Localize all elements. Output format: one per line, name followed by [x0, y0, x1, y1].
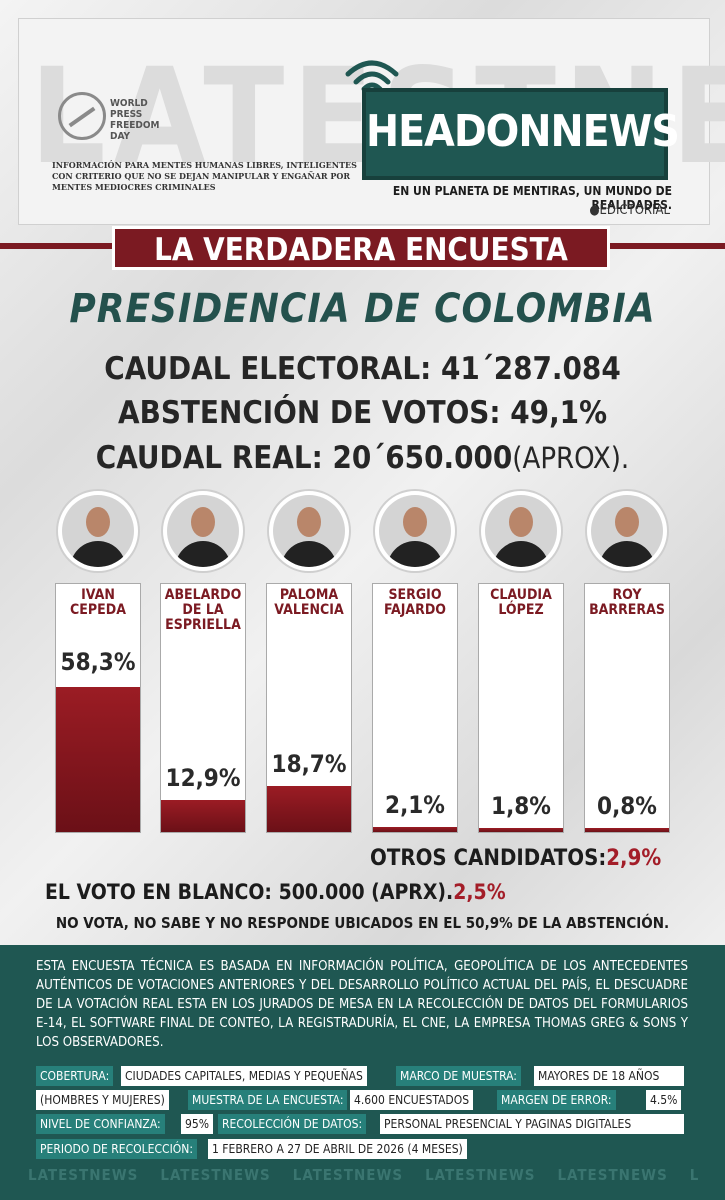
chart-value-label: 18,7% [271, 750, 347, 778]
chart-value-label: 2,1% [385, 791, 445, 819]
candidate-name-line: PALOMA [279, 587, 339, 603]
world-press-freedom-day-logo [58, 92, 106, 140]
edictorial-label: EDICTORIAL [599, 203, 670, 218]
chart-bar [585, 828, 669, 832]
chart-bar [161, 800, 245, 832]
methodology-paragraph: ESTA ENCUESTA TÉCNICA ES BASADA EN INFOR… [36, 959, 688, 1050]
candidate-name-line: LÓPEZ [498, 602, 544, 618]
candidate-photo [58, 491, 138, 571]
candidate-photo [587, 491, 667, 571]
candidate-column: SERGIO FAJARDO 2,1% [372, 583, 458, 833]
footer-watermark-band: LATESTNEWS LATESTNEWS LATESTNEWS LATESTNEWS… [28, 1166, 698, 1190]
candidate-name-line: SERGIO [388, 587, 442, 603]
candidate-column: PALOMA VALENCIA 18,7% [266, 583, 352, 833]
header-tagline: INFORMACIÓN PARA MENTES HUMANAS LIBRES, … [52, 160, 357, 192]
periodo-value: 1 FEBRERO A 27 DE ABRIL DE 2026 (4 MESES… [208, 1139, 467, 1159]
candidate-column: CLAUDIA LÓPEZ 1,8% [478, 583, 564, 833]
candidate-name: SERGIO FAJARDO [373, 588, 457, 618]
candidate-name: ABELARDO DE LA ESPRIELLA [161, 588, 245, 633]
stat-caudal-electoral: CAUDAL ELECTORAL: 41´287.084 [104, 351, 621, 387]
candidate-name: PALOMA VALENCIA [267, 588, 351, 618]
wpfd-line: PRESS [110, 109, 143, 120]
stat-caudal-real-value: CAUDAL REAL: 20´650.000 [95, 440, 513, 476]
candidate-column: IVAN CEPEDA 58,3% [55, 583, 141, 833]
others-line: OTROS CANDIDATOS:2,9% [370, 846, 661, 871]
candidate-name-line: DE LA [182, 602, 224, 618]
candidate-photo [375, 491, 455, 571]
muestra-label: MUESTRA DE LA ENCUESTA: [188, 1090, 348, 1110]
footer-watermark: LATESTNEWS [28, 1166, 139, 1184]
confianza-value: 95% [181, 1114, 213, 1134]
logo-part-headon: HEADON [366, 106, 551, 157]
chart-bar [479, 828, 563, 832]
candidate-column: ROY BARRERAS 0,8% [584, 583, 670, 833]
candidate-photo [163, 491, 243, 571]
candidate-name: IVAN CEPEDA [56, 588, 140, 618]
marco-label: MARCO DE MUESTRA: [396, 1066, 521, 1086]
confianza-label: NIVEL DE CONFIANZA: [36, 1114, 165, 1134]
hombres-value: (HOMBRES Y MUJERES) [36, 1090, 169, 1110]
blank-vote-line: EL VOTO EN BLANCO: 500.000 (APRX).2,5% [45, 880, 506, 904]
footer-watermark: LATESTNEWS [689, 1166, 698, 1184]
cobertura-value: CIUDADES CAPITALES, MEDIAS Y PEQUEÑAS [121, 1066, 367, 1086]
candidate-name-line: BARRERAS [589, 602, 665, 618]
blank-vote-label: EL VOTO EN BLANCO: 500.000 (APRX). [45, 880, 454, 904]
margen-label: MARGEN DE ERROR: [497, 1090, 616, 1110]
footer-watermark: LATESTNEWS [292, 1166, 404, 1184]
recoleccion-label: RECOLECCIÓN DE DATOS: [218, 1114, 367, 1134]
headonnews-logo: HEADONNEWS [362, 88, 680, 180]
wpfd-text: WORLD PRESS FREEDOM DAY [110, 98, 170, 142]
title-banner: LA VERDADERA ENCUESTA [112, 226, 610, 270]
chart-bar [373, 827, 457, 832]
candidate-name-line: ROY [612, 587, 642, 603]
chart-bar [267, 786, 351, 832]
candidate-name-line: CLAUDIA [490, 587, 552, 603]
candidate-name-line: ESPRIELLA [165, 617, 241, 633]
chart-bar [56, 687, 140, 832]
blank-vote-value: 2,5% [453, 880, 506, 904]
footer-watermark: LATESTNEWS [425, 1166, 536, 1184]
candidate-name-line: IVAN [81, 587, 115, 603]
footer-watermark: LATESTNEWS [160, 1166, 271, 1184]
logo-text: HEADONNEWS [366, 106, 680, 157]
margen-value: 4.5% [646, 1090, 682, 1110]
others-label: OTROS CANDIDATOS: [370, 846, 607, 871]
periodo-label: PERIODO DE RECOLECCIÓN: [36, 1139, 197, 1159]
recoleccion-value: PERSONAL PRESENCIAL Y PAGINAS DIGITALES [380, 1114, 684, 1134]
others-value: 2,9% [606, 846, 662, 871]
subtitle: PRESIDENCIA DE COLOMBIA [69, 286, 656, 332]
logo-part-news: NEWS [550, 106, 679, 157]
chart-value-label: 1,8% [491, 792, 551, 820]
marco-value: MAYORES DE 18 AÑOS [534, 1066, 684, 1086]
stat-caudal-real-suffix: (APROX). [512, 441, 630, 475]
candidate-name-line: ABELARDO [164, 587, 242, 603]
title-text: LA VERDADERA ENCUESTA [154, 232, 568, 268]
chart-value-label: 0,8% [597, 792, 657, 820]
chart-value-label: 12,9% [165, 764, 241, 792]
wpfd-line: WORLD [110, 98, 148, 109]
candidate-name: ROY BARRERAS [585, 588, 669, 618]
candidate-photo [481, 491, 561, 571]
slogan: EN UN PLANETA DE MENTIRAS, UN MUNDO DE R… [392, 184, 672, 212]
no-vote-line: NO VOTA, NO SABE Y NO RESPONDE UBICADOS … [55, 914, 670, 932]
wpfd-line: DAY [110, 131, 130, 142]
candidate-name-line: CEPEDA [70, 602, 126, 618]
edictorial-credit: ●EDICTORIAL [560, 203, 670, 218]
candidate-photo [269, 491, 349, 571]
wpfd-line: FREEDOM [110, 120, 160, 131]
stat-caudal-real: CAUDAL REAL: 20´650.000(APROX). [0, 440, 725, 476]
stat-abstencion: ABSTENCIÓN DE VOTOS: 49,1% [117, 395, 608, 431]
candidate-name-line: VALENCIA [274, 602, 344, 618]
footer-watermark: LATESTNEWS [557, 1166, 668, 1184]
candidate-name-line: FAJARDO [383, 602, 447, 618]
edictorial-icon: ● [589, 203, 600, 218]
muestra-value: 4.600 ENCUESTADOS [350, 1090, 474, 1110]
candidate-column: ABELARDO DE LA ESPRIELLA 12,9% [160, 583, 246, 833]
chart-value-label: 58,3% [60, 648, 136, 676]
candidate-name: CLAUDIA LÓPEZ [479, 588, 563, 618]
cobertura-label: COBERTURA: [36, 1066, 114, 1086]
